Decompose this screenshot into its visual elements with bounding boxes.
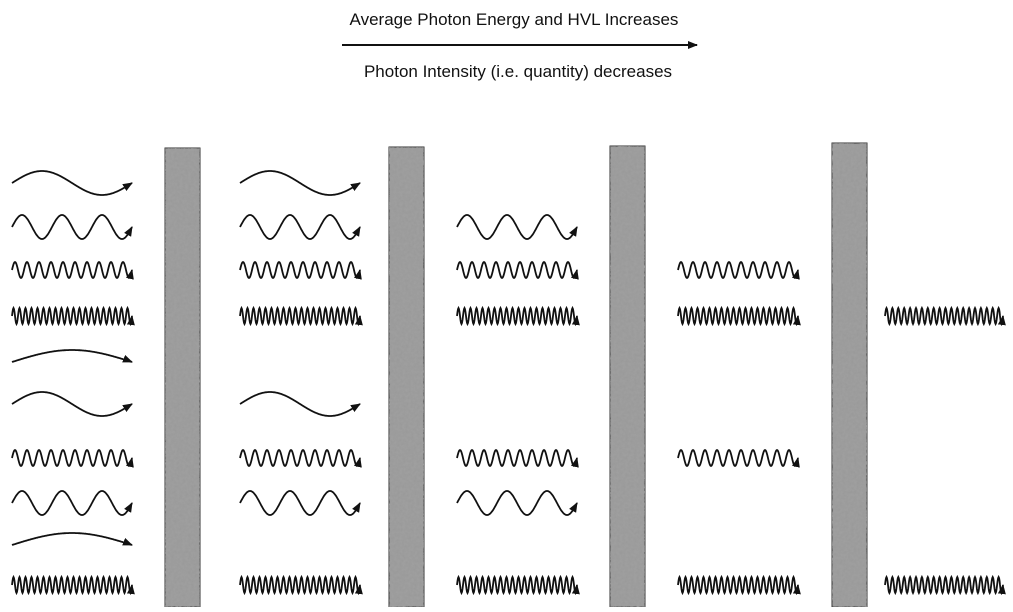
photon-wave bbox=[677, 574, 801, 596]
photon-wave bbox=[677, 305, 801, 327]
photon-wave bbox=[239, 305, 363, 327]
photon-wave bbox=[456, 448, 579, 468]
photon-wave bbox=[11, 305, 135, 327]
photon-wave bbox=[11, 391, 133, 417]
photon-wave bbox=[11, 260, 134, 280]
photon-wave bbox=[11, 574, 135, 596]
photon-wave bbox=[239, 448, 362, 468]
photon-wave bbox=[456, 260, 579, 280]
photon-wave bbox=[884, 305, 1006, 327]
photon-wave bbox=[677, 448, 800, 468]
slab-texture bbox=[165, 148, 200, 607]
photon-wave bbox=[11, 349, 133, 363]
photon-wave bbox=[456, 574, 580, 596]
slab-texture bbox=[389, 147, 424, 607]
photon-wave bbox=[456, 305, 580, 327]
photon-wave bbox=[239, 391, 361, 417]
photon-wave bbox=[239, 490, 361, 516]
photon-wave bbox=[884, 574, 1006, 596]
photon-wave bbox=[11, 214, 133, 240]
photons bbox=[11, 170, 1006, 596]
slab-texture bbox=[832, 143, 867, 607]
photon-wave bbox=[239, 260, 362, 280]
photon-wave bbox=[11, 170, 133, 196]
photon-wave bbox=[239, 214, 361, 240]
bottom-label: Photon Intensity (i.e. quantity) decreas… bbox=[364, 62, 672, 81]
top-label: Average Photon Energy and HVL Increases bbox=[350, 10, 679, 29]
photon-wave bbox=[239, 574, 363, 596]
attenuators bbox=[164, 142, 868, 608]
photon-wave bbox=[239, 170, 361, 196]
photon-wave bbox=[11, 490, 133, 516]
slab-texture bbox=[610, 146, 645, 607]
photon-wave bbox=[11, 532, 133, 546]
photon-wave bbox=[456, 490, 578, 516]
photon-wave bbox=[677, 260, 800, 280]
photon-wave bbox=[11, 448, 134, 468]
photon-wave bbox=[456, 214, 578, 240]
